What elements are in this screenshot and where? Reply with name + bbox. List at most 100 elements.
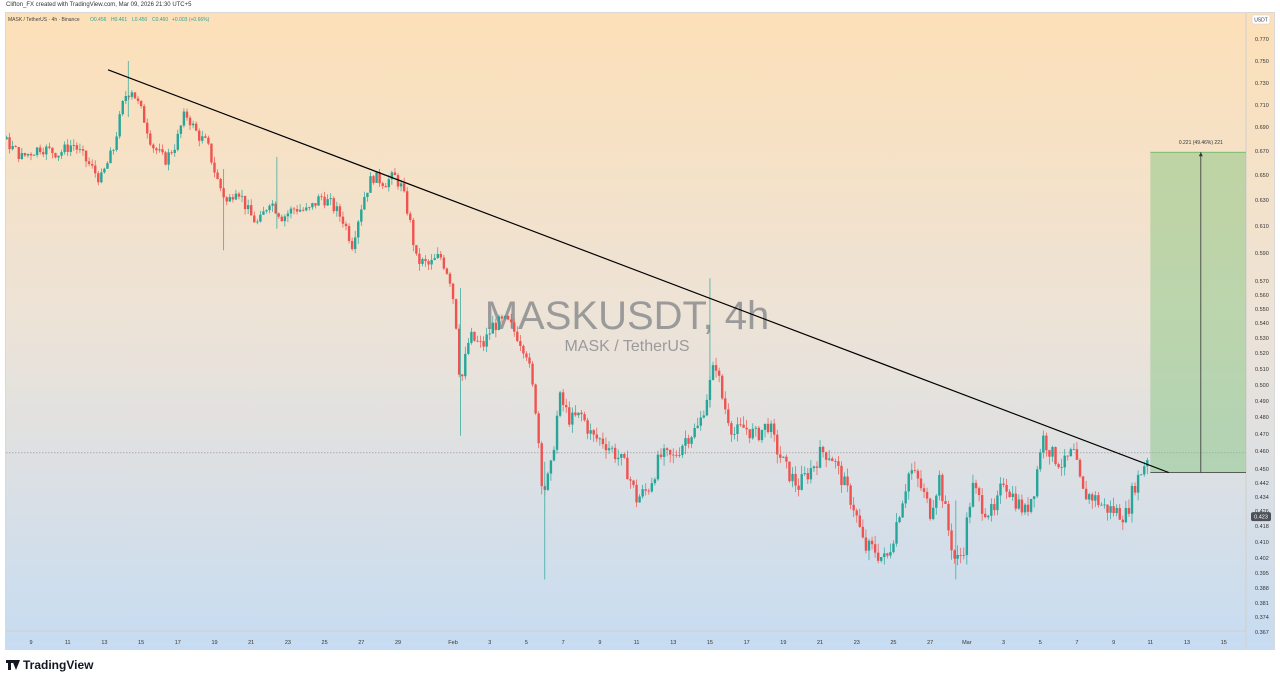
candle[interactable] (1103, 498, 1106, 509)
candle[interactable] (635, 479, 638, 508)
candle[interactable] (185, 108, 189, 121)
candle[interactable] (161, 144, 164, 155)
candle[interactable] (880, 556, 883, 563)
candle[interactable] (253, 211, 256, 223)
candle[interactable] (922, 483, 926, 499)
candle[interactable] (1097, 492, 1100, 508)
candle[interactable] (454, 298, 458, 330)
candle[interactable] (139, 100, 143, 109)
candle[interactable] (378, 168, 381, 188)
date-axis[interactable]: 9 11 13 15 17 19 21 23 25 27 29 Feb 3 5 7 9 11 13 15 17 19 21… (29, 640, 1226, 646)
candle[interactable] (681, 444, 684, 459)
candle[interactable] (497, 314, 501, 331)
candle[interactable] (653, 477, 657, 486)
candle[interactable] (1057, 462, 1060, 469)
candle[interactable] (396, 173, 400, 190)
candle[interactable] (828, 450, 831, 462)
candle[interactable] (519, 334, 522, 352)
candle[interactable] (421, 257, 424, 267)
candle[interactable] (513, 318, 516, 337)
candle[interactable] (950, 523, 953, 560)
candle[interactable] (852, 497, 855, 518)
tradingview-logo[interactable]: TradingView (6, 658, 93, 672)
candle[interactable] (100, 168, 103, 184)
candle[interactable] (1118, 504, 1121, 520)
candle[interactable] (418, 248, 421, 271)
candle[interactable] (552, 446, 556, 462)
candle[interactable] (308, 206, 311, 211)
candle[interactable] (1039, 448, 1042, 472)
candle[interactable] (23, 152, 27, 158)
candle[interactable] (240, 189, 244, 203)
candle[interactable] (424, 255, 427, 267)
candle[interactable] (987, 514, 990, 520)
candle[interactable] (870, 536, 874, 550)
candle[interactable] (1106, 504, 1109, 521)
candle[interactable] (531, 360, 534, 387)
candle[interactable] (684, 430, 687, 455)
candle[interactable] (794, 466, 797, 493)
candle[interactable] (644, 483, 647, 496)
candle[interactable] (84, 150, 88, 168)
candle[interactable] (194, 121, 198, 132)
candle[interactable] (448, 271, 452, 288)
candle[interactable] (280, 214, 283, 222)
candle[interactable] (445, 267, 449, 275)
candle[interactable] (867, 538, 871, 561)
candle[interactable] (344, 221, 348, 231)
candle[interactable] (433, 253, 436, 261)
candle[interactable] (470, 327, 473, 345)
candle[interactable] (558, 390, 562, 418)
candle[interactable] (121, 100, 124, 117)
candle[interactable] (42, 147, 45, 158)
candle[interactable] (298, 204, 302, 213)
candle[interactable] (268, 204, 271, 214)
candle[interactable] (1094, 491, 1097, 508)
candle[interactable] (1014, 486, 1017, 512)
candle[interactable] (305, 202, 308, 212)
candle[interactable] (210, 143, 213, 165)
candle[interactable] (702, 410, 706, 419)
candle[interactable] (78, 143, 82, 153)
candle[interactable] (947, 500, 950, 537)
candle[interactable] (812, 465, 816, 472)
candle[interactable] (335, 201, 339, 217)
candle[interactable] (751, 423, 754, 440)
candle[interactable] (387, 174, 391, 192)
candle[interactable] (1066, 455, 1069, 461)
candle[interactable] (561, 389, 565, 412)
candle[interactable] (473, 331, 476, 342)
candle[interactable] (216, 169, 219, 180)
candle[interactable] (800, 465, 803, 491)
candle[interactable] (176, 129, 179, 152)
candle[interactable] (412, 217, 415, 252)
candle[interactable] (693, 423, 696, 439)
candle[interactable] (883, 547, 886, 565)
candle[interactable] (375, 172, 378, 184)
candle[interactable] (601, 432, 605, 449)
candle[interactable] (500, 314, 504, 324)
candle[interactable] (984, 508, 987, 519)
candle[interactable] (565, 398, 568, 413)
candle[interactable] (1017, 494, 1021, 510)
candle[interactable] (283, 214, 287, 227)
candle[interactable] (1008, 489, 1011, 498)
candle[interactable] (124, 91, 128, 105)
candle[interactable] (1035, 465, 1039, 499)
candle[interactable] (791, 467, 794, 488)
candle[interactable] (907, 471, 910, 500)
candle[interactable] (919, 470, 923, 492)
candle[interactable] (1115, 504, 1118, 517)
candle[interactable] (617, 449, 620, 466)
candle[interactable] (506, 315, 510, 321)
candle[interactable] (568, 401, 571, 427)
candle[interactable] (1130, 482, 1134, 523)
candle[interactable] (1100, 502, 1103, 506)
candle[interactable] (675, 450, 678, 458)
candle[interactable] (188, 115, 192, 131)
candle[interactable] (843, 472, 846, 486)
candle[interactable] (341, 211, 345, 228)
candle[interactable] (690, 436, 693, 448)
candle[interactable] (311, 202, 314, 210)
candle[interactable] (142, 103, 146, 123)
